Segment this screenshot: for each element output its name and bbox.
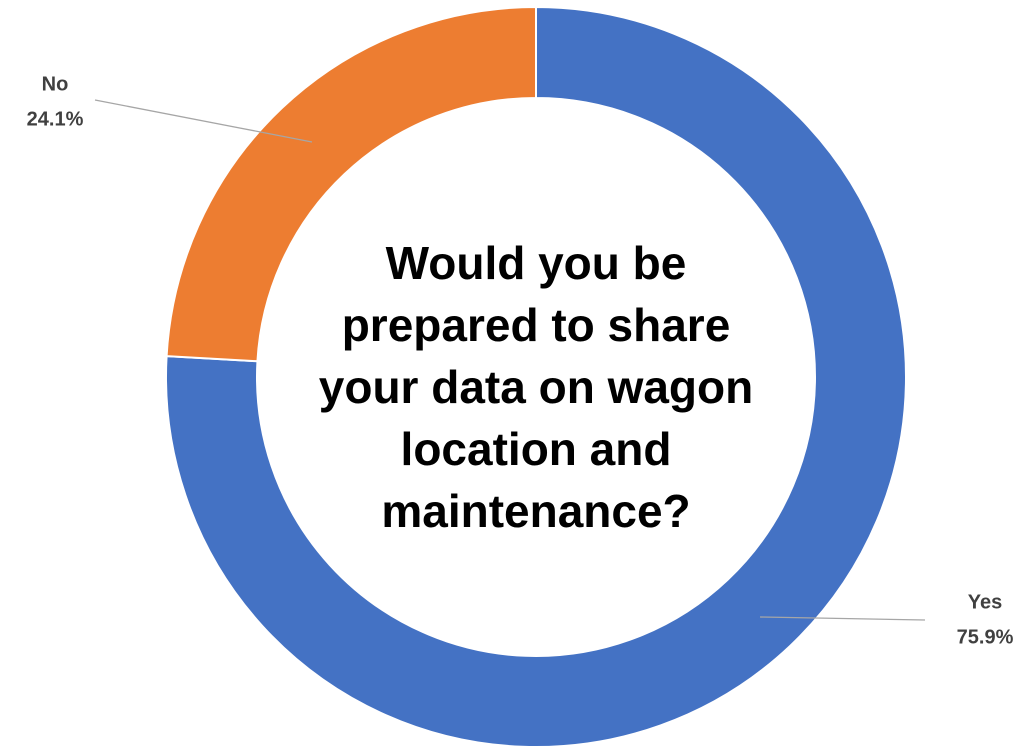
data-label-value: 24.1%: [27, 108, 84, 130]
chart-title: Would you be prepared to share your data…: [318, 237, 754, 537]
data-label-name: Yes: [968, 591, 1002, 613]
data-label-value: 75.9%: [957, 626, 1014, 648]
leader-line: [759, 616, 926, 621]
donut-segment: [165, 5, 907, 748]
data-label-name: No: [42, 73, 69, 95]
leader-line: [94, 99, 313, 143]
donut-segment: [165, 5, 537, 363]
